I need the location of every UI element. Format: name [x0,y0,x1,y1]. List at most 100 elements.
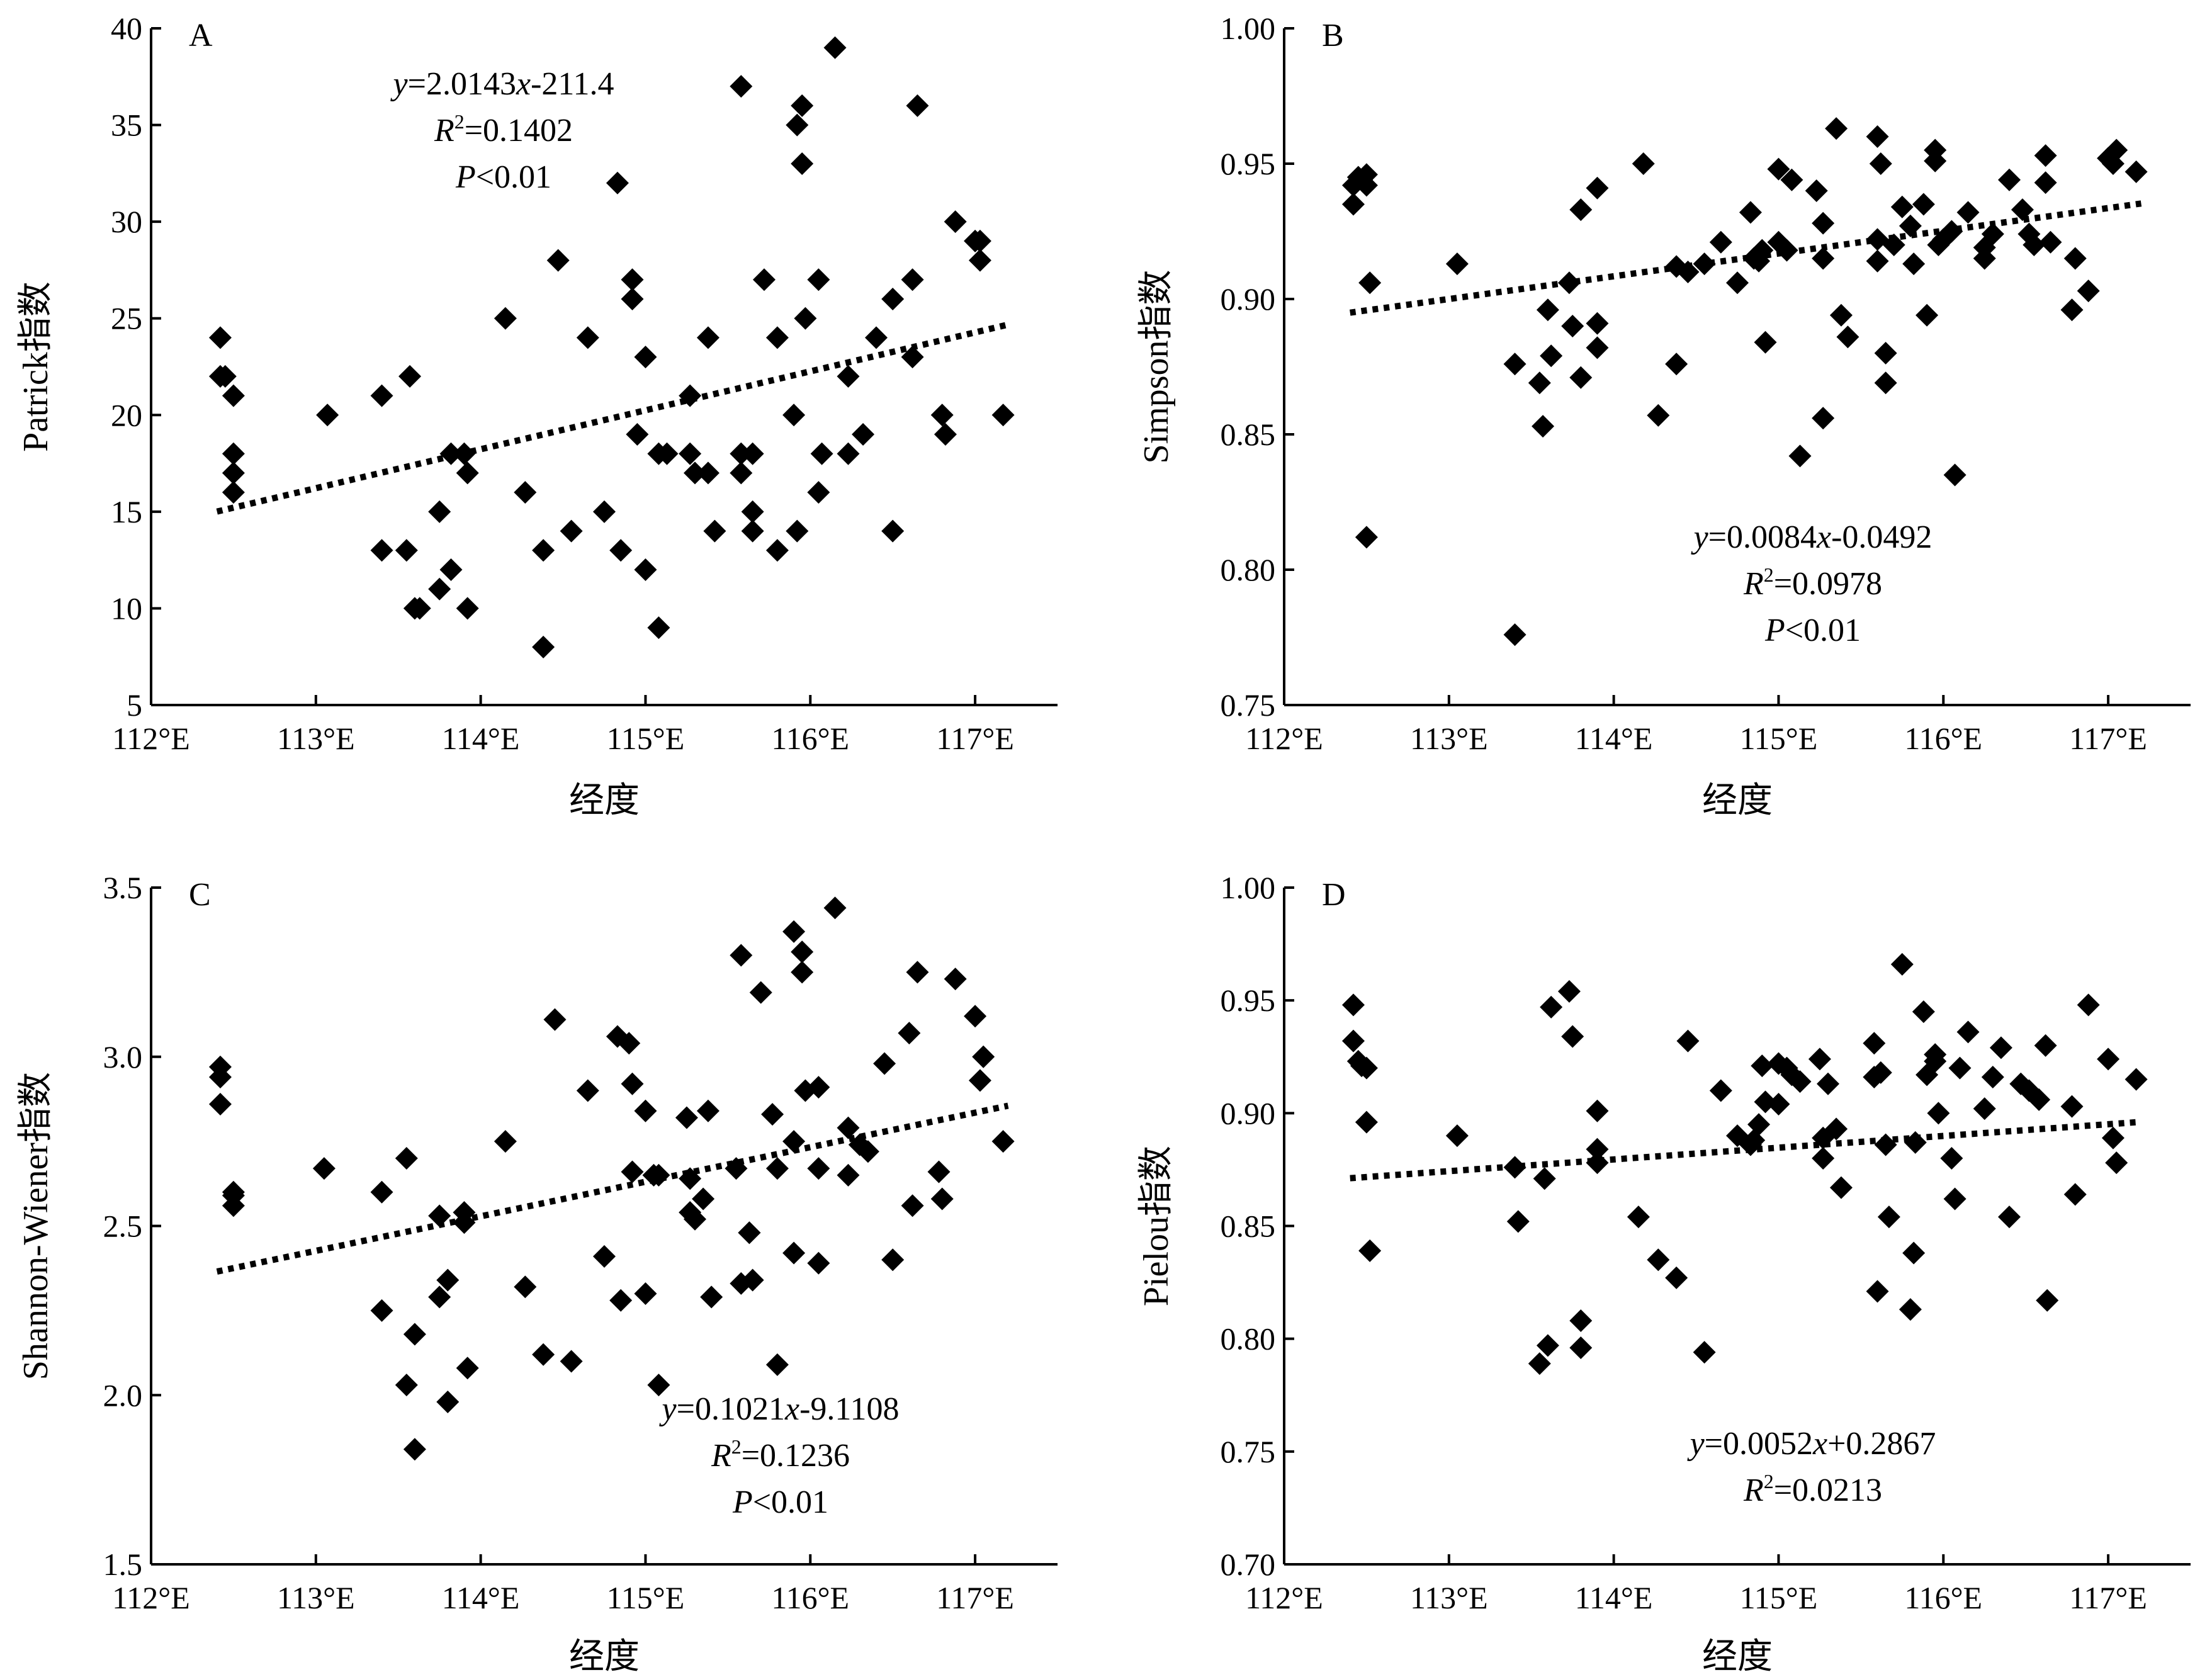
data-point [213,364,237,388]
data-point [782,1130,806,1153]
y-tick-label: 40 [111,11,142,46]
data-point [1709,230,1732,254]
data-point [2034,144,2057,167]
p-value-text: P<0.01 [455,159,551,195]
r-symbol: R [434,113,454,149]
y-tick-label: 0.85 [1221,417,1276,452]
data-point [1956,1020,1980,1044]
x-tick-label: 115°E [607,721,685,756]
y-tick-label: 0.75 [1221,687,1276,723]
panel-label: D [1322,877,1346,913]
data-point [1506,1210,1530,1233]
data-point [2105,138,2128,162]
trend-line [216,1102,1009,1275]
data-point [1866,125,1889,148]
equation-slope: =0.0052 [1705,1426,1813,1462]
data-point [1647,1248,1670,1272]
data-point [730,461,753,485]
data-point [1751,239,1774,262]
y-tick-label: 3.5 [103,870,143,905]
data-point [901,1194,924,1217]
x-tick-label: 115°E [1740,721,1818,756]
data-point [1812,1147,1835,1170]
data-point [944,210,967,234]
data-point [1569,198,1593,222]
data-point [1751,1054,1774,1078]
data-point [1780,168,1803,191]
data-point [765,326,789,349]
data-point [208,326,232,349]
y-tick-label: 0.95 [1221,983,1276,1018]
data-point [786,519,809,543]
data-point [634,1282,657,1305]
data-point [1693,1341,1716,1364]
data-point [494,1130,517,1153]
data-point [1863,1032,1886,1055]
data-point [2039,230,2062,254]
data-point [1693,252,1716,276]
data-point [532,635,555,658]
x-tick-label: 113°E [1410,1580,1488,1615]
data-point [1341,193,1365,216]
data-point [791,152,814,175]
x-tick-label: 112°E [112,721,190,756]
data-point [439,442,463,465]
data-point [370,384,393,407]
data-point [543,1008,567,1031]
panel-d-scatter-chart: 0.70 0.75 0.80 0.85 0.90 0.95 1.00 112°E 113°E 11… [1137,870,2191,1676]
data-point [930,1187,954,1211]
data-point [1866,249,1889,273]
data-point [1829,1176,1853,1199]
data-point [807,1157,830,1180]
data-point [991,1130,1015,1153]
data-point [1754,330,1777,354]
data-point [837,364,860,388]
y-tick-label: 0.70 [1221,1547,1276,1582]
r-squared-value: =0.0213 [1774,1472,1882,1508]
data-point [791,961,814,984]
data-point [222,384,245,407]
r-symbol: R [711,1438,731,1474]
p-symbol: P [455,159,476,195]
data-point [2060,298,2084,322]
data-point [1632,152,1655,175]
data-point [395,1147,418,1170]
x-tick-label: 114°E [442,721,520,756]
y-tick-label: 0.85 [1221,1209,1276,1244]
data-point [634,346,657,369]
data-point [1874,1133,1897,1156]
data-point [807,268,830,291]
data-point [881,1248,905,1272]
data-point [560,519,583,543]
y-tick-label: 0.95 [1221,146,1276,181]
equation-slope: =0.0084 [1708,519,1817,555]
data-point [881,288,905,310]
data-point [906,961,929,984]
data-point [1775,239,1798,262]
data-point [222,461,245,485]
y-tick-label: 15 [111,494,142,529]
data-point [1647,404,1670,427]
data-point [1874,371,1897,395]
data-point [436,1268,460,1292]
data-point [1805,179,1828,202]
data-point [700,1285,723,1309]
data-point [370,539,393,562]
panel-label: A [189,18,213,54]
data-point [2011,198,2034,222]
data-point [1924,1049,1947,1073]
data-point [791,94,814,117]
data-point [1528,1352,1551,1375]
equation-x-symbol: x [516,66,531,102]
data-point [1956,201,1980,224]
data-point [609,1289,633,1312]
data-point [972,1045,995,1068]
r-symbol: R [1743,1472,1764,1508]
data-point [370,1180,393,1204]
data-point [1445,252,1469,276]
r-squared-text: R2=0.1402 [434,110,573,149]
equation-intercept: -0.0492 [1831,519,1932,555]
data-point [807,1251,830,1275]
data-point [725,1157,748,1180]
data-point [403,1438,426,1461]
